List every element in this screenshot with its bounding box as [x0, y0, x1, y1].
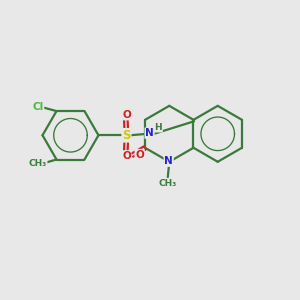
Text: H: H [154, 123, 162, 132]
Text: N: N [164, 156, 173, 166]
Text: N: N [145, 128, 154, 138]
Text: Cl: Cl [32, 102, 44, 112]
Text: CH₃: CH₃ [28, 159, 47, 168]
Text: S: S [122, 129, 131, 142]
Text: O: O [122, 110, 131, 120]
Text: CH₃: CH₃ [158, 179, 176, 188]
Text: O: O [122, 151, 131, 161]
Text: O: O [135, 150, 144, 160]
